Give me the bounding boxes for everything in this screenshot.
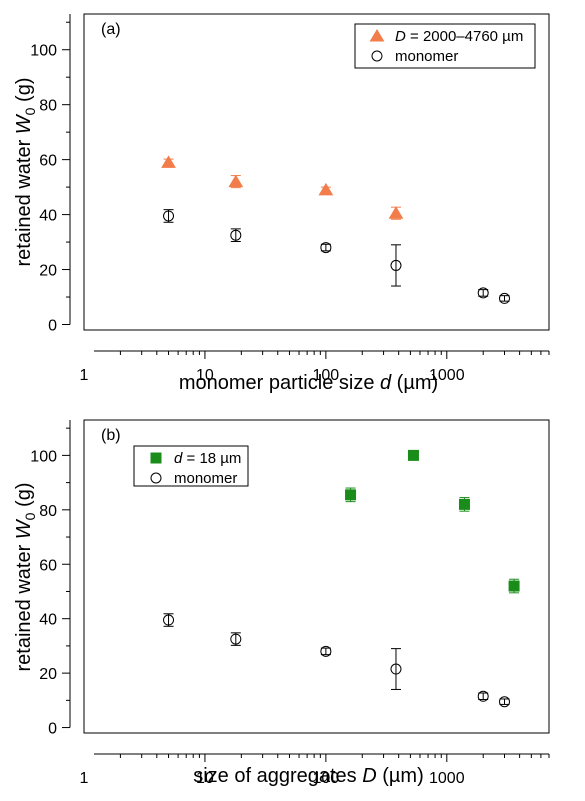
legend-label: monomer: [395, 48, 458, 65]
y-axis-label-text: retained water: [13, 539, 35, 671]
data-point: [163, 614, 175, 626]
y-tick-label: 100: [30, 448, 57, 465]
legend: d = 18 µm monomer: [133, 445, 249, 487]
y-axis-label-text: retained water: [13, 134, 35, 266]
data-point: [388, 206, 404, 219]
x-tick-label: 10: [196, 770, 214, 787]
x-tick-label: 100: [313, 367, 340, 384]
y-tick-label: 80: [39, 503, 57, 520]
data-point: [458, 498, 470, 510]
legend-label-var: d: [174, 450, 183, 467]
x-tick-label: 1000: [429, 367, 465, 384]
plot-frame: [83, 419, 550, 734]
y-axis-label-unit: (g): [13, 483, 35, 513]
data-point: [163, 210, 175, 222]
y-tick-label: 20: [39, 263, 57, 280]
legend-box: [354, 23, 536, 69]
y-axis-label-unit: (g): [13, 78, 35, 108]
legend-marker: [150, 452, 162, 464]
legend-label-text: = 18 µm: [182, 450, 241, 467]
y-tick-label: 100: [30, 43, 57, 60]
legend-label: d = 18 µm: [174, 450, 241, 467]
data-point: [345, 489, 357, 501]
data-point: [230, 633, 242, 645]
data-point: [407, 449, 419, 461]
x-axis-label-var: d: [380, 372, 392, 394]
y-tick-label: 80: [39, 98, 57, 115]
data-point: [390, 259, 402, 271]
y-tick-label: 20: [39, 666, 57, 683]
series-0: [161, 155, 404, 220]
legend-marker: [371, 50, 383, 62]
x-axis-label-unit: (µm): [377, 765, 424, 787]
x-tick-label: 1: [80, 770, 89, 787]
legend-label-text: monomer: [174, 470, 237, 487]
panel-label: (b): [101, 427, 121, 444]
legend-label-text: = 2000–4760 µm: [406, 28, 523, 45]
x-axis-label-text: size of aggregates: [193, 765, 362, 787]
legend-label-text: monomer: [395, 48, 458, 65]
legend-label: monomer: [174, 470, 237, 487]
y-axis-label-sub: 0: [22, 512, 38, 520]
y-tick-label: 0: [48, 721, 57, 738]
legend-label: D = 2000–4760 µm: [395, 28, 523, 45]
data-point: [498, 696, 510, 708]
y-axis-label-var: W: [13, 113, 35, 134]
y-axis-label: retained water W0 (g): [13, 78, 38, 267]
data-point: [320, 242, 332, 254]
x-axis-label: monomer particle size d (µm): [179, 372, 438, 394]
x-tick-label: 10: [196, 367, 214, 384]
y-axis-label: retained water W0 (g): [13, 483, 38, 672]
y-axis-label-var: W: [13, 518, 35, 539]
data-point: [477, 690, 489, 702]
y-tick-label: 0: [48, 318, 57, 335]
data-point: [498, 292, 510, 304]
x-tick-label: 1: [80, 367, 89, 384]
x-axis-label-var: D: [362, 765, 376, 787]
x-tick-label: 100: [313, 770, 340, 787]
chart-panel-b: 1 10 100 1000 0 20 40 60 80 100 (b) size of aggrega…: [13, 419, 550, 787]
series-1: [163, 209, 510, 304]
data-point: [230, 229, 242, 241]
y-tick-label: 60: [39, 557, 57, 574]
y-tick-label: 60: [39, 153, 57, 170]
data-point: [508, 580, 520, 592]
x-tick-label: 1000: [429, 770, 465, 787]
legend-marker: [369, 29, 385, 42]
y-axis-label-sub: 0: [22, 107, 38, 115]
plot-frame: [83, 13, 550, 331]
data-point: [477, 287, 489, 299]
data-point: [161, 155, 176, 168]
data-point: [320, 645, 332, 657]
x-axis-label-text: monomer particle size: [179, 372, 380, 394]
legend: D = 2000–4760 µm monomer: [354, 23, 536, 69]
data-point: [318, 182, 334, 196]
y-tick-label: 40: [39, 208, 57, 225]
series-0: [345, 449, 520, 594]
legend-marker: [150, 472, 162, 484]
chart-panel-a: 1 10 100 1000 0 20 40 60 80 100 (a) monomer particl…: [13, 13, 550, 394]
panel-label: (a): [101, 21, 121, 38]
legend-label-var: D: [395, 28, 406, 45]
data-point: [390, 663, 402, 675]
y-tick-label: 40: [39, 612, 57, 629]
x-axis-label: size of aggregates D (µm): [193, 765, 424, 787]
data-point: [228, 174, 244, 188]
x-axis-label-unit: (µm): [391, 372, 438, 394]
series-1: [163, 613, 510, 708]
